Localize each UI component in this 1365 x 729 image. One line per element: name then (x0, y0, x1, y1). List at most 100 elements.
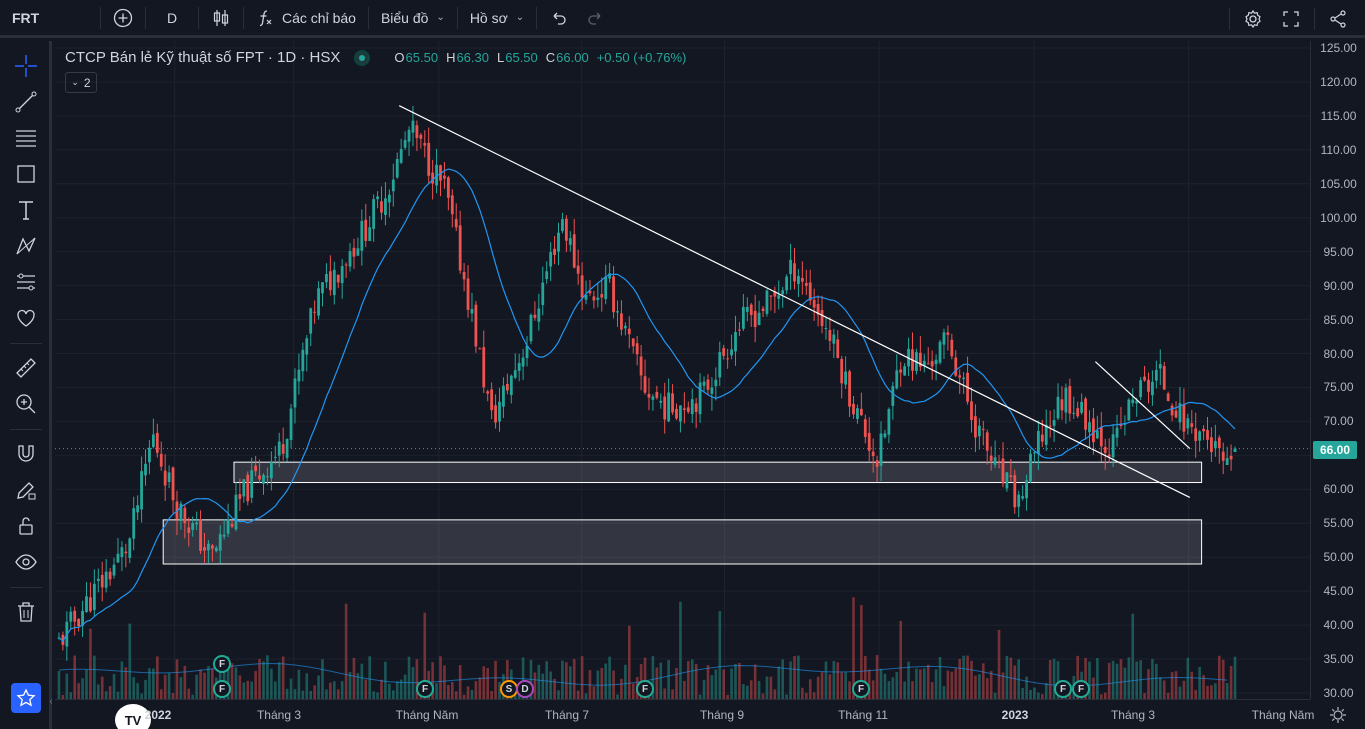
magnet-tool[interactable] (8, 436, 44, 472)
collapse-toolbar-button[interactable]: ‹ (49, 695, 53, 707)
compare-symbol-button[interactable] (105, 0, 141, 37)
volume-bar (423, 612, 427, 699)
candle-body (757, 312, 761, 326)
event-marker-f[interactable]: F (1054, 680, 1072, 698)
event-marker-f[interactable]: F (213, 655, 231, 673)
candle-body (423, 143, 427, 146)
redo-button[interactable] (577, 0, 613, 37)
candle-body (1088, 422, 1091, 433)
volume-bar (722, 669, 725, 699)
close-value: 66.00 (556, 50, 589, 65)
chart-type-button[interactable] (203, 0, 239, 37)
price-axis[interactable]: 125.00 120.00 115.00 110.00 105.00 100.00 95.0… (1310, 41, 1365, 700)
fib-tool[interactable] (8, 120, 44, 156)
candle-body (502, 385, 505, 407)
volume-bar (112, 674, 116, 699)
candle-body (993, 457, 997, 465)
share-button[interactable] (1319, 0, 1357, 38)
volume-bar (207, 666, 210, 699)
event-marker-f[interactable]: F (213, 680, 231, 698)
event-marker-f[interactable]: F (416, 680, 434, 698)
volume-bar (907, 661, 910, 699)
settings-button[interactable] (1234, 0, 1272, 38)
candle-body (922, 360, 926, 366)
market-status-icon[interactable] (356, 51, 369, 64)
volume-bar (985, 678, 989, 699)
candle-body (1076, 408, 1080, 417)
volume-bar (466, 686, 470, 699)
volume-bar (1214, 683, 1217, 699)
candle-body (1084, 398, 1087, 430)
chart-pane[interactable]: CTCP Bán lẻ Kỹ thuật số FPT · 1D · HSX O… (55, 41, 1310, 729)
candle-body (592, 296, 596, 301)
candle-body (891, 386, 895, 406)
candle-body (332, 269, 336, 296)
toolbar-divider (456, 6, 458, 29)
candle-body (340, 266, 344, 284)
candle-body (73, 610, 77, 622)
volume-bar (966, 655, 969, 699)
time-axis[interactable]: 2022 Tháng 3 Tháng Năm Tháng 7 Tháng 9 Tháng … (55, 699, 1314, 729)
text-tool[interactable] (8, 192, 44, 228)
icons-tool[interactable] (8, 300, 44, 336)
lock-drawing-tool[interactable] (8, 472, 44, 508)
candle-body (191, 523, 195, 530)
event-marker-f[interactable]: F (1072, 680, 1090, 698)
tradingview-logo[interactable]: TV (115, 704, 151, 729)
indicators-button[interactable]: Các chỉ báo (248, 0, 364, 37)
time-tick-label: 2023 (1001, 708, 1029, 722)
remove-drawings-tool[interactable] (8, 594, 44, 630)
crosshair-tool[interactable] (8, 48, 44, 84)
trend-line-tool[interactable] (8, 84, 44, 120)
chart-canvas[interactable] (55, 41, 1310, 699)
volume-bar (1013, 665, 1017, 699)
lock-all-tool[interactable] (8, 508, 44, 544)
price-tick-label: 55.00 (1323, 516, 1354, 531)
prediction-tool[interactable] (8, 264, 44, 300)
chart-settings-button[interactable] (1326, 704, 1350, 726)
indicators-collapse-button[interactable]: ⌄ 2 (65, 72, 97, 93)
candle-body (450, 195, 454, 215)
candle-body (671, 393, 674, 413)
candle-body (1229, 455, 1233, 460)
volume-bar (1198, 666, 1201, 699)
symbol-search-button[interactable]: FRT (12, 9, 40, 26)
volume-bar (57, 671, 61, 699)
profile-button[interactable]: Hồ sơ ⌄ (462, 0, 532, 37)
event-marker-f[interactable]: F (636, 680, 654, 698)
volume-bar (77, 683, 80, 699)
hide-drawings-tool[interactable] (8, 544, 44, 580)
candle-body (1178, 403, 1182, 423)
candle-body (273, 456, 277, 458)
volume-bar (651, 656, 655, 699)
volume-bar (604, 663, 607, 699)
shapes-tool[interactable] (8, 156, 44, 192)
candle-body (623, 325, 627, 329)
candle-body (85, 596, 88, 613)
undo-icon (553, 12, 566, 25)
price-tick-label: 80.00 (1323, 346, 1354, 361)
measure-tool[interactable] (8, 350, 44, 386)
interval-button[interactable]: D (166, 9, 178, 26)
volume-bar (289, 678, 293, 699)
volume-bar (989, 670, 993, 699)
volume-bar (628, 625, 631, 699)
event-marker-f[interactable]: F (852, 680, 870, 698)
volume-bar (392, 690, 395, 699)
legend-title[interactable]: CTCP Bán lẻ Kỹ thuật số FPT · 1D · HSX (65, 49, 341, 66)
volume-bar (152, 668, 155, 699)
zoom-tool[interactable] (8, 386, 44, 422)
volume-bar (521, 657, 525, 699)
patterns-tool[interactable] (8, 228, 44, 264)
candle-body (183, 507, 187, 524)
candle-body (655, 391, 659, 398)
chart-layout-button[interactable]: Biểu đồ ⌄ (373, 0, 453, 37)
candle-body (1052, 420, 1056, 426)
favorites-button[interactable] (11, 683, 41, 713)
event-marker-d[interactable]: D (516, 680, 534, 698)
fullscreen-button[interactable] (1272, 0, 1310, 38)
volume-bar (470, 689, 474, 699)
undo-button[interactable] (541, 0, 577, 37)
candle-body (262, 474, 265, 484)
volume-bar (871, 680, 875, 699)
